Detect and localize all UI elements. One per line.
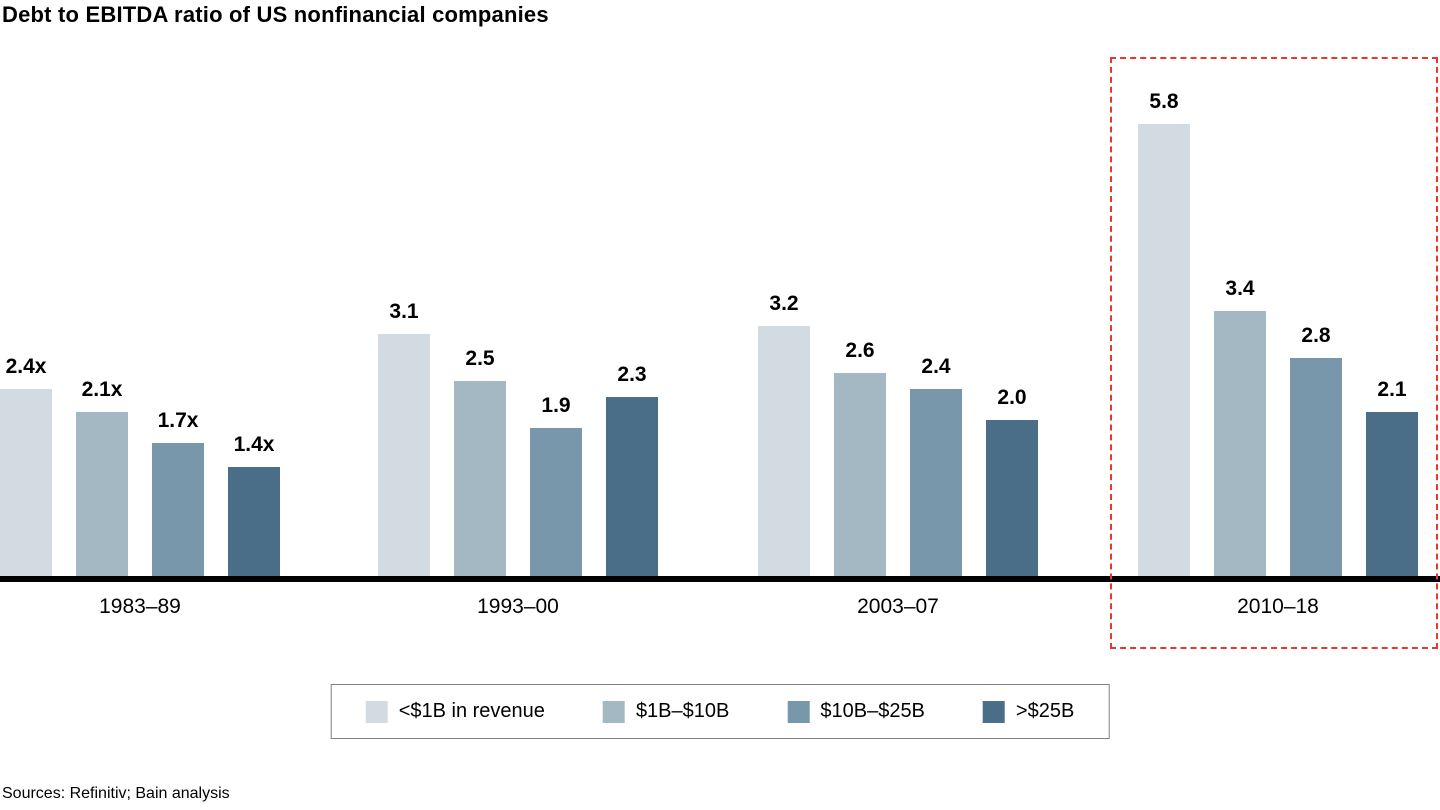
category-label: 1993–00 [477,595,559,618]
bar-group: 2.4x 2.1x 1.7x 1.4x [0,0,280,576]
legend-item: $10B–$25B [787,700,925,723]
legend-item: >$25B [982,700,1075,723]
bar-value-label: 3.2 [769,292,799,315]
bar-value-label: 5.8 [1149,90,1179,113]
bar-value-label: 2.3 [617,363,647,386]
legend-swatch [982,700,1005,723]
legend: <$1B in revenue $1B–$10B $10B–$25B >$25B [330,684,1110,739]
bar: 2.1x [76,378,128,576]
legend-label: $1B–$10B [635,700,730,722]
category-label: 2003–07 [857,595,939,618]
legend-item: <$1B in revenue [365,700,545,723]
bar-value-label: 2.4 [921,355,951,378]
bar-value-label: 1.4x [233,433,275,456]
bar: 2.0 [986,386,1038,576]
legend-label: >$25B [1015,700,1075,722]
bar: 1.7x [152,409,204,576]
legend-item: $1B–$10B [602,700,730,723]
bar: 5.8 [1138,90,1190,576]
bar-value-label: 3.4 [1225,277,1255,300]
sources-note: Sources: Refinitiv; Bain analysis [2,785,230,802]
bar-value-label: 2.0 [997,386,1027,409]
x-axis-baseline [0,576,1440,582]
bar-value-label: 2.8 [1301,324,1331,347]
plot-area: 2.4x 2.1x 1.7x 1.4x 3.1 2.5 1.9 2.3 3.2 2.6 2.4 2.0… [0,0,1418,576]
bar-value-label: 2.1 [1377,378,1407,401]
legend-swatch [365,700,388,723]
bar: 2.1 [1366,378,1418,576]
bar-value-label: 2.4x [5,355,47,378]
bar-value-label: 2.5 [465,347,495,370]
bar: 1.4x [228,433,280,576]
bar: 2.4 [910,355,962,576]
bar: 2.5 [454,347,506,576]
bar: 3.4 [1214,277,1266,576]
chart-title: Debt to EBITDA ratio of US nonfinancial … [2,2,549,27]
bar-value-label: 2.1x [81,378,123,401]
bar-value-label: 1.7x [157,409,199,432]
bar: 2.6 [834,339,886,576]
bar-value-label: 1.9 [541,394,571,417]
bar: 2.8 [1290,324,1342,576]
bar-value-label: 2.6 [845,339,875,362]
legend-label: $10B–$25B [820,700,925,722]
bar: 1.9 [530,394,582,576]
category-labels: 1983–89 1993–00 2003–07 2010–18 [0,595,1440,625]
legend-swatch [787,700,810,723]
bar-group: 3.1 2.5 1.9 2.3 [378,0,658,576]
bar: 3.2 [758,292,810,576]
bar: 3.1 [378,300,430,576]
legend-swatch [602,700,625,723]
bar-value-label: 3.1 [389,300,419,323]
bar-group: 5.8 3.4 2.8 2.1 [1138,0,1418,576]
category-label: 1983–89 [99,595,181,618]
bar: 2.4x [0,355,52,576]
bar: 2.3 [606,363,658,576]
bar-group: 3.2 2.6 2.4 2.0 [758,0,1038,576]
legend-label: <$1B in revenue [398,700,545,722]
category-label: 2010–18 [1237,595,1319,618]
